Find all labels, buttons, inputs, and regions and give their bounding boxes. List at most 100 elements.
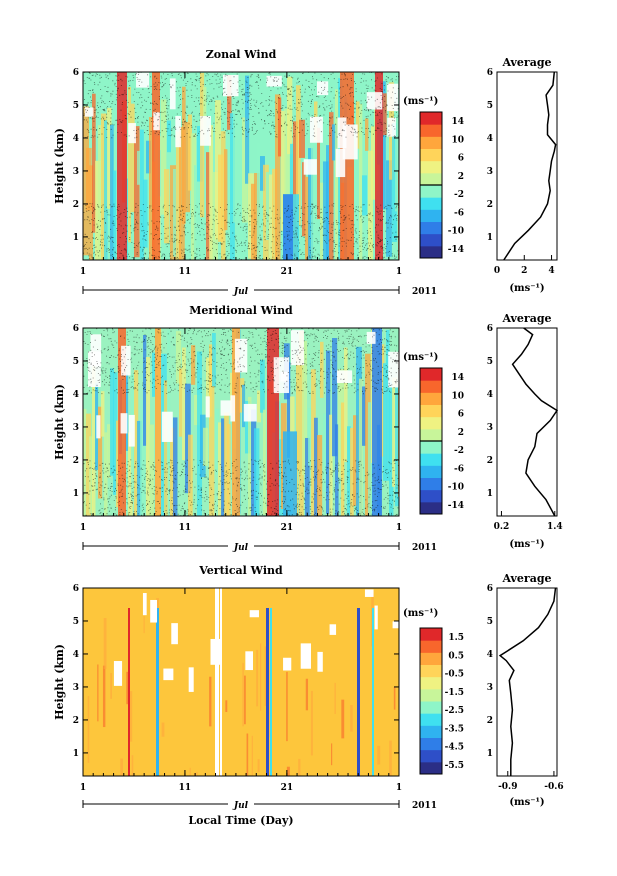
heatmap-cell	[206, 357, 212, 417]
heatmap-cell	[140, 400, 146, 516]
heatmap-cell	[134, 126, 140, 258]
heatmap-cell	[197, 351, 203, 516]
heatmap-cell	[107, 107, 112, 209]
heatmap-cell	[296, 354, 300, 470]
heatmap-cell	[185, 383, 191, 494]
colorbar-segment	[420, 701, 442, 714]
colorbar-label: 1.5	[448, 633, 464, 643]
heatmap-cell	[107, 424, 112, 478]
heatmap-cell	[317, 435, 323, 516]
heatmap-gap	[220, 588, 222, 776]
heatmap-gap	[290, 330, 304, 366]
x-tick-label: 21	[281, 523, 294, 533]
y-tick-label: 6	[73, 68, 79, 78]
heatmap-cell	[371, 126, 377, 200]
heatmap-gap	[335, 148, 346, 178]
zonal-colorbar: 14 10 6 2 -2 -6 -10 -14	[419, 111, 464, 259]
heatmap-cell	[212, 171, 218, 260]
meridional-colorbar: 14 10 6 2 -2 -6 -10 -14	[419, 367, 464, 515]
y-tick-label: 1	[73, 489, 79, 499]
heatmap-gap	[223, 74, 239, 97]
colorbar-segment	[420, 501, 442, 515]
heatmap-cell	[215, 100, 221, 240]
heatmap-gap	[303, 159, 317, 175]
vertical-colorbar-unit: (ms⁻¹)	[403, 608, 438, 619]
x-tick-label: 1	[396, 267, 402, 277]
colorbar-segment	[420, 124, 442, 137]
x-tick-label: 1	[80, 783, 86, 793]
heatmap-gap	[336, 370, 353, 383]
heatmap-cell	[191, 345, 196, 385]
heatmap-cell	[368, 150, 373, 260]
heatmap-feature	[266, 608, 269, 776]
heatmap-cell	[129, 691, 133, 742]
y-tick-label: 2	[73, 456, 79, 466]
heatmap-cell	[365, 353, 371, 516]
colorbar-label: 14	[451, 373, 464, 383]
colorbar-label: -2.5	[445, 706, 464, 716]
heatmap-gap	[171, 623, 178, 645]
profile-y-tick-label: 3	[487, 167, 493, 177]
heatmap-feature	[283, 194, 293, 260]
heatmap-cell	[98, 406, 103, 499]
heatmap-cell	[233, 110, 238, 223]
zonal-avg-title: Average	[501, 56, 551, 69]
heatmap-cell	[334, 682, 336, 715]
heatmap-cell	[196, 772, 198, 776]
colorbar-segment	[420, 713, 442, 726]
heatmap-cell	[266, 172, 270, 241]
heatmap-cell	[101, 391, 105, 437]
heatmap-cell	[263, 409, 268, 515]
heatmap-cell	[110, 368, 115, 476]
heatmap-cell	[146, 140, 151, 174]
heatmap-cell	[272, 168, 278, 260]
heatmap-cell	[329, 112, 334, 260]
meridional-ylabel: Height (km)	[53, 384, 66, 460]
heatmap-cell	[194, 165, 198, 260]
colorbar-label: 14	[451, 117, 464, 127]
x-tick-label: 1	[80, 267, 86, 277]
zonal-panel: Zonal Wind 1 12 23 34 45 56 6 1 11 21 1 Height (k…	[53, 48, 558, 297]
heatmap-gap	[163, 668, 174, 681]
heatmap-gap	[249, 610, 259, 618]
heatmap-cell	[311, 369, 316, 516]
y-tick-label: 5	[73, 357, 79, 367]
heatmap-cell	[329, 414, 333, 516]
profile-y-tick-label: 2	[487, 456, 493, 466]
vertical-avg-frame	[496, 587, 558, 777]
heatmap-cell	[87, 696, 90, 763]
heatmap-cell	[182, 86, 186, 224]
heatmap-cell	[335, 424, 339, 516]
y-tick-label: 4	[73, 134, 79, 144]
heatmap-cell	[83, 106, 89, 256]
colorbar-label: -5.5	[445, 761, 464, 771]
x-tick-label: 21	[281, 267, 294, 277]
colorbar-label: -6	[454, 208, 464, 218]
heatmap-gap	[342, 124, 358, 160]
colorbar-segment	[420, 761, 442, 775]
heatmap-cell	[131, 755, 134, 776]
heatmap-cell	[260, 156, 265, 191]
heatmap-cell	[286, 766, 290, 776]
profile-y-tick-label: 2	[487, 200, 493, 210]
heatmap-cell	[308, 408, 312, 466]
heatmap-feature	[357, 608, 360, 776]
heatmap-gap	[169, 78, 176, 110]
colorbar-label: -1.5	[445, 688, 464, 698]
heatmap-cell	[227, 75, 232, 130]
heatmap-cell	[189, 767, 191, 776]
heatmap-cell	[191, 133, 197, 260]
meridional-title: Meridional Wind	[189, 304, 293, 317]
heatmap-cell	[362, 386, 367, 446]
profile-line	[503, 71, 557, 261]
heatmap-cell	[218, 422, 222, 516]
heatmap-feature	[372, 608, 374, 776]
heatmap-gap	[120, 413, 128, 434]
heatmap-cell	[239, 378, 245, 413]
heatmap-cell	[110, 673, 112, 699]
heatmap-cell	[320, 182, 325, 260]
heatmap-cell	[170, 165, 176, 260]
colorbar-segment	[420, 428, 442, 442]
heatmap-cell	[242, 662, 244, 727]
heatmap-cell	[143, 179, 148, 248]
